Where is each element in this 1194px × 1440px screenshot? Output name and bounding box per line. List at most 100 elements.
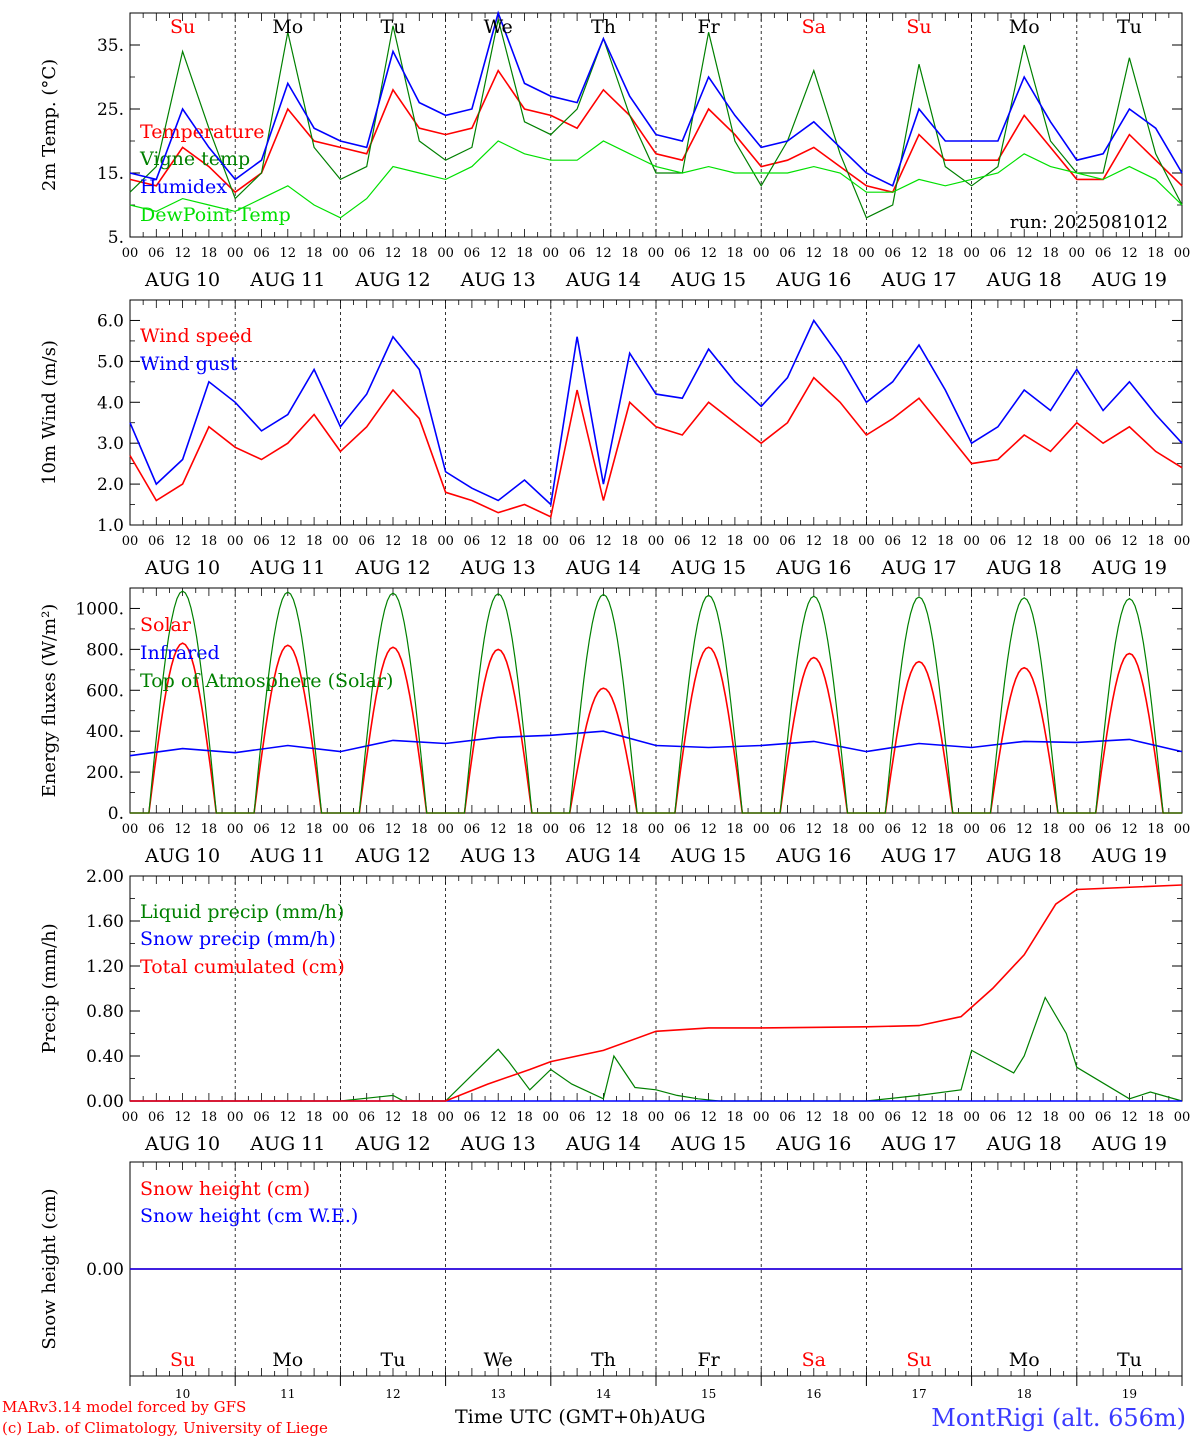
date-label: AUG 10 — [144, 557, 220, 579]
series-line-wind-speed — [129, 376, 1183, 518]
date-label: AUG 15 — [670, 1133, 746, 1155]
y-tick-label: 1000. — [75, 599, 124, 619]
date-label: AUG 10 — [144, 845, 220, 867]
hour-tick-label: 18 — [621, 534, 638, 549]
y-tick-label: 2.00 — [86, 867, 124, 887]
hour-tick-label: 12 — [911, 822, 928, 837]
hour-tick-label: 12 — [174, 822, 191, 837]
hour-tick-label: 06 — [253, 1110, 270, 1125]
hour-tick-label: 12 — [595, 822, 612, 837]
hour-tick-label: 18 — [516, 1110, 533, 1125]
hour-tick-label: 06 — [674, 534, 691, 549]
y-tick-label: 200. — [86, 763, 124, 783]
hour-tick-label: 00 — [1069, 246, 1086, 261]
hour-tick-label: 00 — [122, 822, 139, 837]
hour-tick-label: 18 — [306, 534, 323, 549]
hour-tick-label: 12 — [490, 246, 507, 261]
hour-tick-label: 18 — [832, 246, 849, 261]
date-label: AUG 14 — [565, 845, 641, 867]
hour-tick-label: 00 — [753, 1110, 770, 1125]
hour-tick-label: 12 — [911, 1110, 928, 1125]
series-line-dewpoint-temp — [129, 140, 1183, 219]
hour-tick-label: 00 — [858, 1110, 875, 1125]
y-axis-label: Precip (mm/h) — [39, 923, 60, 1053]
weekday-label: Su — [906, 1349, 931, 1371]
hour-tick-label: 18 — [306, 1110, 323, 1125]
hour-tick-label: 18 — [1147, 822, 1164, 837]
y-axis-label: 2m Temp. (°C) — [39, 59, 60, 191]
weekday-label: Sa — [802, 16, 826, 38]
day-number-label: 17 — [911, 1387, 926, 1401]
y-tick-label: 0. — [108, 804, 124, 824]
day-number-label: 15 — [701, 1387, 716, 1401]
date-label: AUG 14 — [565, 1133, 641, 1155]
hour-tick-label: 00 — [122, 246, 139, 261]
date-label: AUG 12 — [354, 845, 430, 867]
hour-tick-label: 00 — [1174, 534, 1191, 549]
hour-tick-label: 12 — [174, 1110, 191, 1125]
hour-tick-label: 18 — [727, 534, 744, 549]
hour-tick-label: 06 — [674, 1110, 691, 1125]
hour-tick-label: 12 — [806, 1110, 823, 1125]
hour-tick-label: 06 — [884, 246, 901, 261]
hour-tick-label: 00 — [1174, 822, 1191, 837]
date-label: AUG 11 — [249, 845, 325, 867]
hour-tick-label: 12 — [1121, 822, 1138, 837]
run-label: run: 2025081012 — [1010, 212, 1168, 233]
hour-tick-label: 00 — [648, 246, 665, 261]
y-tick-label: 35. — [97, 36, 124, 56]
hour-tick-label: 12 — [385, 246, 402, 261]
hour-tick-label: 00 — [648, 1110, 665, 1125]
hour-tick-label: 06 — [358, 1110, 375, 1125]
y-tick-label: 400. — [86, 722, 124, 742]
hour-tick-label: 00 — [1174, 246, 1191, 261]
hour-tick-label: 12 — [1016, 822, 1033, 837]
weekday-label: Tu — [1117, 16, 1142, 38]
day-number-label: 12 — [385, 1387, 400, 1401]
legend-entry: Snow height (cm) — [140, 1178, 310, 1200]
series-line-top-of-atmosphere-solar- — [130, 590, 1182, 814]
hour-tick-label: 12 — [174, 246, 191, 261]
date-label: AUG 15 — [670, 269, 746, 291]
legend-entry: Humidex — [140, 176, 227, 198]
legend-entry: Total cumulated (cm) — [140, 956, 345, 978]
y-tick-label: 800. — [86, 640, 124, 660]
y-tick-label: 15. — [97, 164, 124, 184]
y-axis-label: Energy fluxes (W/m²) — [39, 604, 60, 798]
weekday-label: Th — [591, 16, 616, 38]
hour-tick-label: 18 — [201, 1110, 218, 1125]
hour-tick-label: 06 — [674, 246, 691, 261]
hour-tick-label: 06 — [569, 246, 586, 261]
legend-entry: Top of Atmosphere (Solar) — [140, 670, 393, 692]
hour-tick-label: 12 — [174, 534, 191, 549]
hour-tick-label: 12 — [280, 822, 297, 837]
weekday-label: We — [484, 16, 513, 38]
hour-tick-label: 00 — [1069, 1110, 1086, 1125]
date-label: AUG 13 — [460, 269, 536, 291]
day-number-label: 19 — [1122, 1387, 1137, 1401]
day-number-label: 11 — [280, 1387, 295, 1401]
date-label: AUG 12 — [354, 1133, 430, 1155]
hour-tick-label: 00 — [1174, 1110, 1191, 1125]
hour-tick-label: 12 — [700, 534, 717, 549]
hour-tick-label: 00 — [543, 534, 560, 549]
weekday-label: We — [484, 1349, 513, 1371]
hour-tick-label: 18 — [516, 246, 533, 261]
hour-tick-label: 18 — [832, 1110, 849, 1125]
y-tick-label: 3.0 — [97, 434, 124, 454]
hour-tick-label: 00 — [122, 534, 139, 549]
hour-tick-label: 00 — [1069, 822, 1086, 837]
hour-tick-label: 12 — [490, 534, 507, 549]
date-label: AUG 14 — [565, 557, 641, 579]
panel-frame — [129, 587, 1183, 814]
hour-tick-label: 06 — [148, 246, 165, 261]
hour-tick-label: 06 — [674, 822, 691, 837]
hour-tick-label: 00 — [963, 822, 980, 837]
time-axis-label: Time UTC (GMT+0h) — [455, 1406, 661, 1428]
hour-tick-label: 18 — [1147, 534, 1164, 549]
hour-tick-label: 06 — [464, 822, 481, 837]
y-tick-label: 4.0 — [97, 393, 124, 413]
hour-tick-label: 12 — [911, 246, 928, 261]
date-label: AUG 19 — [1091, 845, 1167, 867]
hour-tick-label: 12 — [1016, 534, 1033, 549]
